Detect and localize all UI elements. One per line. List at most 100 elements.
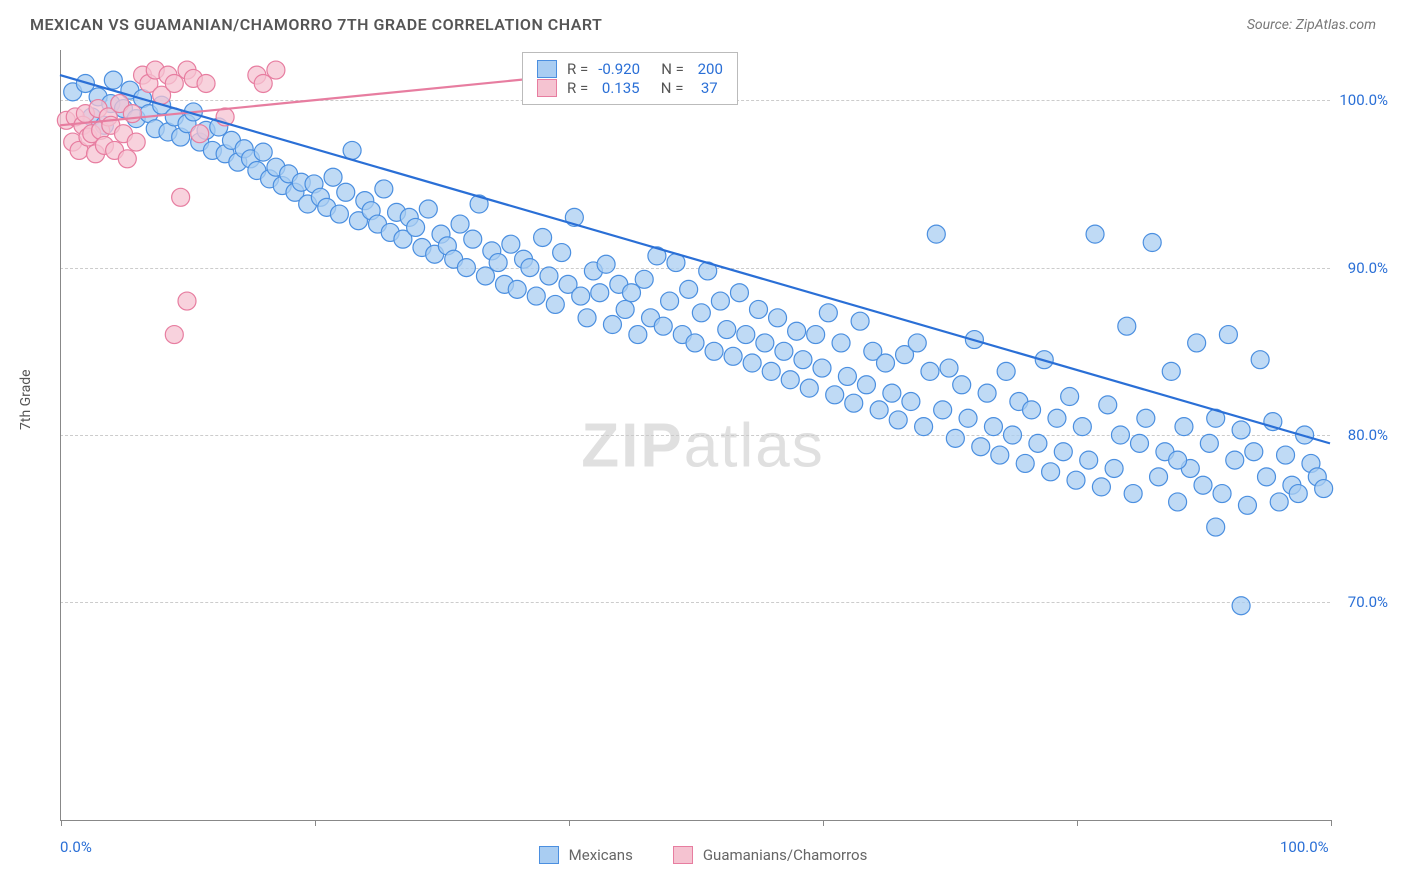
chart-container: MEXICAN VS GUAMANIAN/CHAMORRO 7TH GRADE … xyxy=(0,0,1406,892)
data-point-mexicans xyxy=(1245,443,1263,461)
data-point-mexicans xyxy=(737,326,755,344)
x-tick xyxy=(1077,820,1078,826)
data-point-mexicans xyxy=(762,362,780,380)
stats-legend: R =-0.920 N = 200R = 0.135 N = 37 xyxy=(522,52,738,105)
data-point-mexicans xyxy=(1226,451,1244,469)
data-point-mexicans xyxy=(934,401,952,419)
data-point-mexicans xyxy=(1092,478,1110,496)
data-point-mexicans xyxy=(661,292,679,310)
data-point-mexicans xyxy=(375,180,393,198)
r-value: -0.920 xyxy=(598,60,640,78)
bottom-legend-item-mexicans: Mexicans xyxy=(539,846,633,864)
data-point-mexicans xyxy=(889,411,907,429)
data-point-mexicans xyxy=(1137,409,1155,427)
scatter-plot-svg xyxy=(60,50,1330,820)
data-point-mexicans xyxy=(1289,485,1307,503)
data-point-guamanians xyxy=(172,188,190,206)
title-bar: MEXICAN VS GUAMANIAN/CHAMORRO 7TH GRADE … xyxy=(30,15,1376,34)
source-text: Source: ZipAtlas.com xyxy=(1247,17,1376,33)
data-point-mexicans xyxy=(616,300,634,318)
data-point-mexicans xyxy=(1061,388,1079,406)
data-point-mexicans xyxy=(489,254,507,272)
data-point-mexicans xyxy=(857,376,875,394)
legend-swatch-guamanians xyxy=(537,79,557,97)
legend-label: Mexicans xyxy=(569,846,633,864)
data-point-mexicans xyxy=(1200,434,1218,452)
data-point-mexicans xyxy=(508,280,526,298)
data-point-mexicans xyxy=(534,228,552,246)
data-point-mexicans xyxy=(1251,351,1269,369)
data-point-mexicans xyxy=(1213,485,1231,503)
data-point-mexicans xyxy=(1143,234,1161,252)
data-point-mexicans xyxy=(1169,451,1187,469)
data-point-mexicans xyxy=(654,317,672,335)
data-point-mexicans xyxy=(330,205,348,223)
data-point-mexicans xyxy=(807,326,825,344)
data-point-mexicans xyxy=(845,394,863,412)
data-point-mexicans xyxy=(419,200,437,218)
data-point-mexicans xyxy=(826,386,844,404)
data-point-mexicans xyxy=(1124,485,1142,503)
data-point-mexicans xyxy=(578,309,596,327)
data-point-mexicans xyxy=(813,359,831,377)
data-point-mexicans xyxy=(705,342,723,360)
data-point-mexicans xyxy=(1073,418,1091,436)
data-point-mexicans xyxy=(832,334,850,352)
data-point-mexicans xyxy=(527,287,545,305)
data-point-mexicans xyxy=(343,141,361,159)
data-point-mexicans xyxy=(984,418,1002,436)
data-point-mexicans xyxy=(769,309,787,327)
data-point-mexicans xyxy=(997,362,1015,380)
data-point-mexicans xyxy=(743,354,761,372)
data-point-mexicans xyxy=(1048,409,1066,427)
data-point-guamanians xyxy=(178,292,196,310)
data-point-mexicans xyxy=(991,446,1009,464)
data-point-mexicans xyxy=(908,334,926,352)
data-point-mexicans xyxy=(553,244,571,262)
data-point-mexicans xyxy=(1067,471,1085,489)
data-point-mexicans xyxy=(756,334,774,352)
data-point-mexicans xyxy=(1029,434,1047,452)
data-point-mexicans xyxy=(1232,597,1250,615)
y-tick-label: 80.0% xyxy=(1348,426,1388,444)
data-point-mexicans xyxy=(457,259,475,277)
data-point-mexicans xyxy=(692,304,710,322)
stats-legend-row-mexicans: R =-0.920 N = 200 xyxy=(537,60,723,78)
data-point-mexicans xyxy=(464,230,482,248)
data-point-mexicans xyxy=(972,438,990,456)
data-point-mexicans xyxy=(750,300,768,318)
data-point-mexicans xyxy=(877,354,895,372)
data-point-mexicans xyxy=(451,215,469,233)
data-point-guamanians xyxy=(165,326,183,344)
data-point-guamanians xyxy=(191,125,209,143)
bottom-legend: Mexicans Guamanians/Chamorros xyxy=(0,846,1406,864)
data-point-mexicans xyxy=(629,326,647,344)
data-point-mexicans xyxy=(546,295,564,313)
data-point-mexicans xyxy=(1219,326,1237,344)
data-point-mexicans xyxy=(800,379,818,397)
y-axis-label: 7th Grade xyxy=(18,369,34,430)
x-tick xyxy=(823,820,824,826)
y-tick-label: 90.0% xyxy=(1348,259,1388,277)
data-point-mexicans xyxy=(1131,434,1149,452)
data-point-mexicans xyxy=(1232,421,1250,439)
data-point-mexicans xyxy=(781,371,799,389)
data-point-mexicans xyxy=(502,235,520,253)
n-value: 200 xyxy=(694,60,723,78)
x-tick xyxy=(61,820,62,826)
data-point-mexicans xyxy=(978,384,996,402)
data-point-mexicans xyxy=(718,321,736,339)
legend-swatch-guamanians xyxy=(673,846,693,864)
data-point-mexicans xyxy=(1169,493,1187,511)
data-point-guamanians xyxy=(267,61,285,79)
data-point-mexicans xyxy=(686,334,704,352)
data-point-mexicans xyxy=(1118,317,1136,335)
data-point-mexicans xyxy=(1004,426,1022,444)
chart-title: MEXICAN VS GUAMANIAN/CHAMORRO 7TH GRADE … xyxy=(30,15,602,34)
data-point-guamanians xyxy=(118,150,136,168)
data-point-mexicans xyxy=(1016,454,1034,472)
data-point-mexicans xyxy=(1162,362,1180,380)
data-point-mexicans xyxy=(838,367,856,385)
legend-label: Guamanians/Chamorros xyxy=(703,846,867,864)
x-tick xyxy=(1331,820,1332,826)
